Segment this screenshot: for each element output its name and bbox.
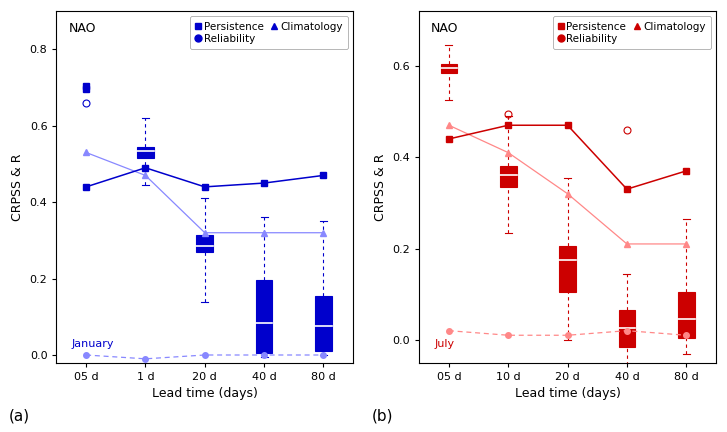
Bar bbox=[315, 296, 332, 351]
Legend: Persistence, Reliability, Climatology: Persistence, Reliability, Climatology bbox=[553, 16, 711, 49]
Bar bbox=[256, 280, 273, 353]
Bar bbox=[678, 292, 694, 337]
Bar bbox=[196, 235, 213, 252]
Bar bbox=[500, 166, 517, 187]
Bar bbox=[619, 310, 635, 346]
Text: NAO: NAO bbox=[68, 22, 96, 35]
Bar bbox=[441, 64, 457, 73]
X-axis label: Lead time (days): Lead time (days) bbox=[515, 387, 621, 400]
Legend: Persistence, Reliability, Climatology: Persistence, Reliability, Climatology bbox=[190, 16, 348, 49]
Bar bbox=[137, 147, 153, 158]
Text: NAO: NAO bbox=[431, 22, 459, 35]
Y-axis label: CRPSS & R: CRPSS & R bbox=[374, 153, 387, 221]
Text: January: January bbox=[71, 339, 114, 349]
Y-axis label: CRPSS & R: CRPSS & R bbox=[11, 153, 24, 221]
Text: (b): (b) bbox=[371, 408, 393, 423]
X-axis label: Lead time (days): Lead time (days) bbox=[152, 387, 257, 400]
Text: July: July bbox=[434, 339, 454, 349]
Text: (a): (a) bbox=[9, 408, 30, 423]
Bar bbox=[559, 246, 576, 292]
